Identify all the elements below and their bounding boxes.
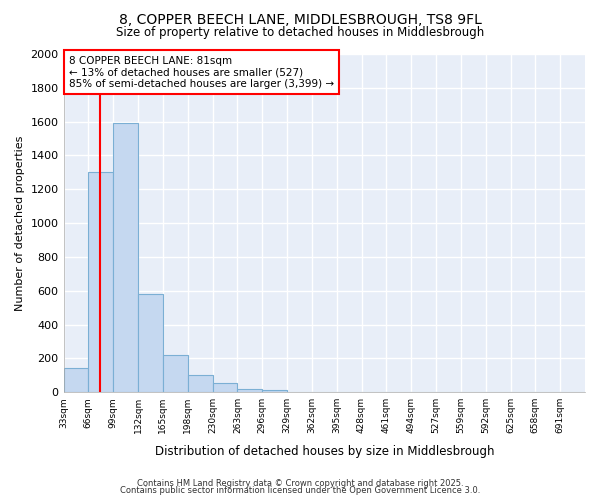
Text: Contains public sector information licensed under the Open Government Licence 3.: Contains public sector information licen…	[120, 486, 480, 495]
Bar	[163, 355, 188, 392]
Bar	[88, 172, 113, 392]
Bar	[262, 390, 287, 392]
Bar	[212, 383, 238, 392]
Bar	[113, 124, 138, 392]
Text: 8, COPPER BEECH LANE, MIDDLESBROUGH, TS8 9FL: 8, COPPER BEECH LANE, MIDDLESBROUGH, TS8…	[119, 12, 481, 26]
Bar	[188, 375, 212, 392]
Bar	[138, 294, 163, 392]
Text: Contains HM Land Registry data © Crown copyright and database right 2025.: Contains HM Land Registry data © Crown c…	[137, 478, 463, 488]
Text: Size of property relative to detached houses in Middlesbrough: Size of property relative to detached ho…	[116, 26, 484, 39]
X-axis label: Distribution of detached houses by size in Middlesbrough: Distribution of detached houses by size …	[155, 444, 494, 458]
Bar	[64, 368, 88, 392]
Y-axis label: Number of detached properties: Number of detached properties	[15, 136, 25, 311]
Text: 8 COPPER BEECH LANE: 81sqm
← 13% of detached houses are smaller (527)
85% of sem: 8 COPPER BEECH LANE: 81sqm ← 13% of deta…	[69, 56, 334, 89]
Bar	[238, 389, 262, 392]
